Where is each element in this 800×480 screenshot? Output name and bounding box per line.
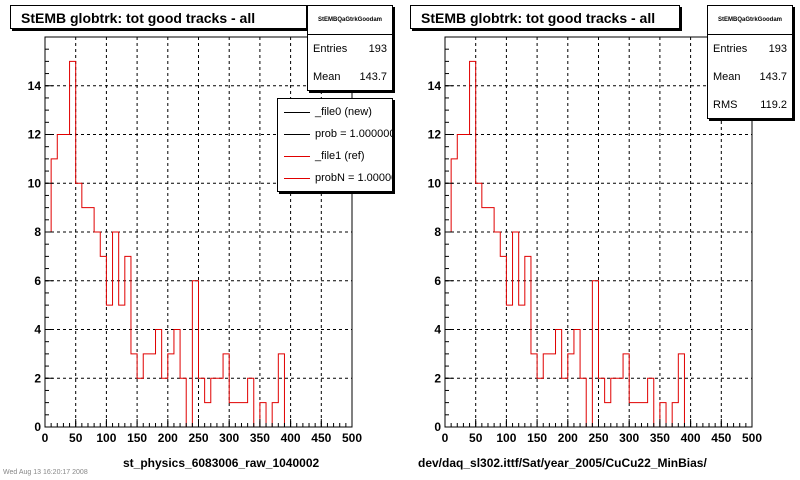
y-tick-label: 10	[28, 176, 42, 190]
x-tick-label: 400	[681, 431, 701, 445]
histogram-series-right	[444, 60, 691, 428]
legend-label: _file0 (new)	[315, 106, 372, 118]
legend-entry: _file0 (new)	[278, 101, 392, 123]
x-tick-label: 300	[219, 431, 239, 445]
x-tick-label: 0	[42, 431, 49, 445]
histogram-panel-left: 0 50 100 150 200 250 300 350 400 450 500 0 2 4 6 8 10 12 1…	[10, 5, 393, 470]
x-tick-label: 0	[442, 431, 449, 445]
stats-label: RMS	[713, 99, 738, 111]
legend-label: prob = 1.000000	[315, 128, 393, 140]
legend-label: probN = 1.000000	[315, 172, 392, 184]
x-tick-label: 400	[281, 431, 301, 445]
stats-row-mean-left: Mean 143.7	[308, 63, 392, 91]
histogram-panel-right: 0 50 100 150 200 250 300 350 400 450 500 0 2 4 6 8 10 12 1…	[400, 0, 800, 480]
x-tick-label: 50	[69, 431, 83, 445]
stats-value: 143.7	[359, 71, 387, 83]
legend-swatch	[284, 155, 310, 157]
stats-label: Entries	[713, 43, 748, 55]
y-tick-label: 12	[28, 128, 42, 142]
x-tick-label: 250	[188, 431, 208, 445]
stats-label: Entries	[313, 43, 348, 55]
stats-label: Mean	[713, 71, 741, 83]
y-tick-label: 6	[34, 274, 41, 288]
stats-label: Mean	[313, 71, 341, 83]
y-tick-label: 0	[34, 420, 41, 434]
legend-entry: _file1 (ref)	[278, 145, 392, 167]
x-tick-label: 200	[558, 431, 578, 445]
histogram-series-left	[44, 60, 291, 428]
y-tick-label: 2	[34, 371, 41, 385]
y-tick-label: 14	[28, 79, 42, 93]
x-tick-label: 100	[496, 431, 516, 445]
y-tick-label: 4	[34, 323, 41, 337]
stats-value: 143.7	[759, 71, 787, 83]
y-tick-label: 10	[428, 176, 442, 190]
stats-name-left: StEMBQaGtrkGoodam	[308, 6, 392, 35]
legend-swatch	[284, 177, 310, 179]
legend-left: _file0 (new) prob = 1.000000 _file1 (ref…	[277, 98, 393, 192]
x-tick-label: 450	[711, 431, 731, 445]
x-tick-label: 200	[158, 431, 178, 445]
stats-name-right: StEMBQaGtrkGoodam	[708, 6, 792, 35]
stats-row-rms-right: RMS 119.2	[708, 91, 792, 119]
chart-title-right: StEMB globtrk: tot good tracks - all	[410, 5, 680, 29]
y-tick-label: 4	[434, 323, 441, 337]
x-tick-label: 300	[619, 431, 639, 445]
chart-title-left: StEMB globtrk: tot good tracks - all	[10, 5, 307, 29]
x-tick-label: 100	[96, 431, 116, 445]
legend-entry: probN = 1.000000	[278, 167, 392, 189]
stats-row-mean-right: Mean 143.7	[708, 63, 792, 91]
x-tick-label: 500	[742, 431, 762, 445]
y-tick-label: 8	[34, 225, 41, 239]
legend-swatch	[284, 111, 310, 113]
y-tick-label: 0	[434, 420, 441, 434]
x-tick-label: 250	[588, 431, 608, 445]
legend-swatch	[284, 133, 310, 135]
stats-row-entries-left: Entries 193	[308, 35, 392, 63]
x-tick-label: 50	[469, 431, 483, 445]
stats-row-entries-right: Entries 193	[708, 35, 792, 63]
y-tick-label: 14	[428, 79, 442, 93]
legend-entry: prob = 1.000000	[278, 123, 392, 145]
stats-value: 119.2	[760, 99, 787, 111]
y-tick-label: 2	[434, 371, 441, 385]
stats-box-left: StEMBQaGtrkGoodam Entries 193 Mean 143.7	[307, 5, 393, 91]
stats-box-right: StEMBQaGtrkGoodam Entries 193 Mean 143.7…	[707, 5, 793, 119]
x-tick-label: 450	[311, 431, 331, 445]
stats-value: 193	[368, 43, 387, 55]
timestamp-footnote: Wed Aug 13 16:20:17 2008	[3, 469, 88, 476]
x-axis-label-right: dev/daq_sl302.ittf/Sat/year_2005/CuCu22_…	[418, 456, 707, 470]
x-tick-label: 350	[250, 431, 270, 445]
y-tick-label: 8	[434, 225, 441, 239]
legend-label: _file1 (ref)	[315, 150, 365, 162]
y-tick-label: 12	[428, 128, 442, 142]
histogram-plot-right: 0 50 100 150 200 250 300 350 400 450 500 0 2 4 6 8 10 12 1…	[428, 36, 762, 445]
x-tick-label: 150	[127, 431, 147, 445]
x-tick-label: 150	[527, 431, 547, 445]
x-axis-label-left: st_physics_6083006_raw_1040002	[123, 456, 320, 470]
x-tick-label: 500	[342, 431, 362, 445]
x-tick-label: 350	[650, 431, 670, 445]
stats-value: 193	[768, 43, 787, 55]
y-tick-label: 6	[434, 274, 441, 288]
